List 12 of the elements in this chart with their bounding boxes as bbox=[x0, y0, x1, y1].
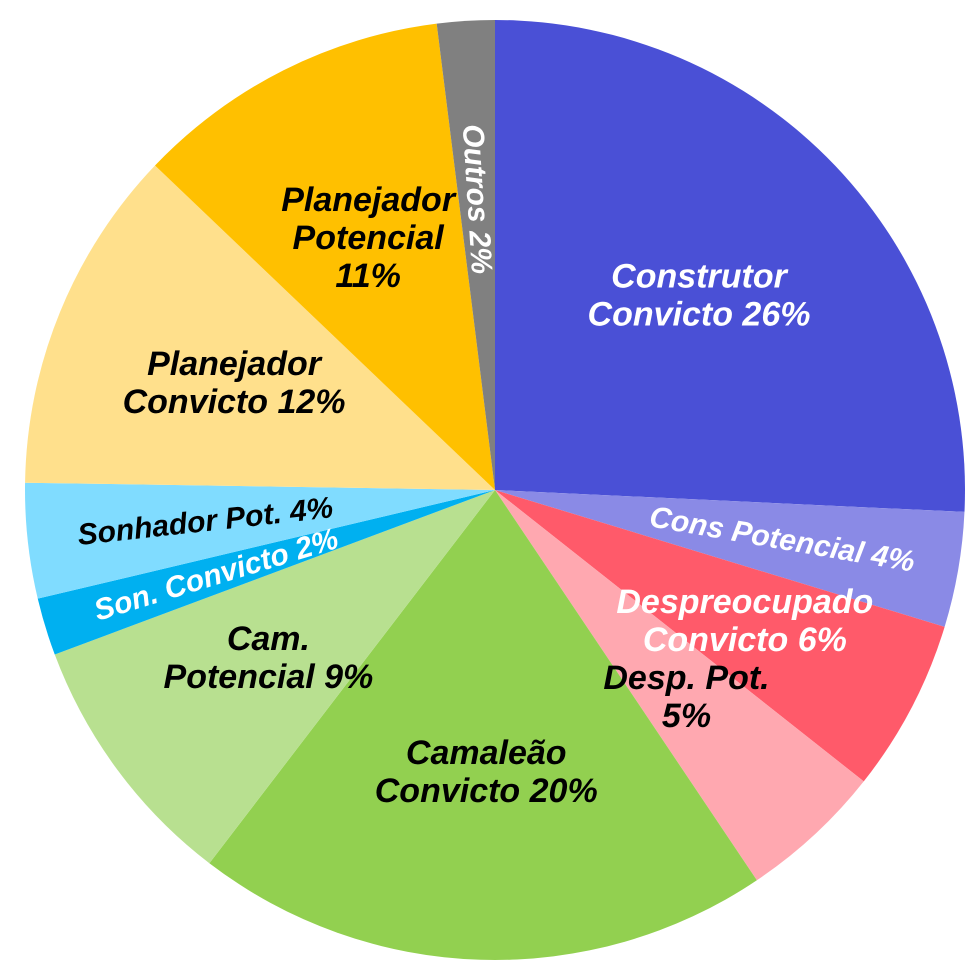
slice-label: Cam. Potencial 9% bbox=[164, 620, 374, 696]
slice-label: Planejador Convicto 12% bbox=[122, 345, 346, 422]
pie-slice bbox=[495, 490, 964, 627]
slice-label: Despreocupado Convicto 6% bbox=[616, 582, 874, 659]
slice-label: Planejador Potencial bbox=[281, 181, 457, 258]
slice-label: Desp. Pot. bbox=[603, 659, 770, 698]
slice-label: Camaleão Convicto 20% bbox=[374, 734, 598, 810]
data-label: 5% bbox=[662, 697, 712, 736]
data-label: 11% bbox=[335, 257, 401, 296]
slice-label: Outros 2% bbox=[456, 123, 498, 276]
slice-label: Cons Potencial 4% bbox=[647, 500, 918, 579]
slice-label: Construtor Convicto 26% bbox=[588, 257, 810, 334]
